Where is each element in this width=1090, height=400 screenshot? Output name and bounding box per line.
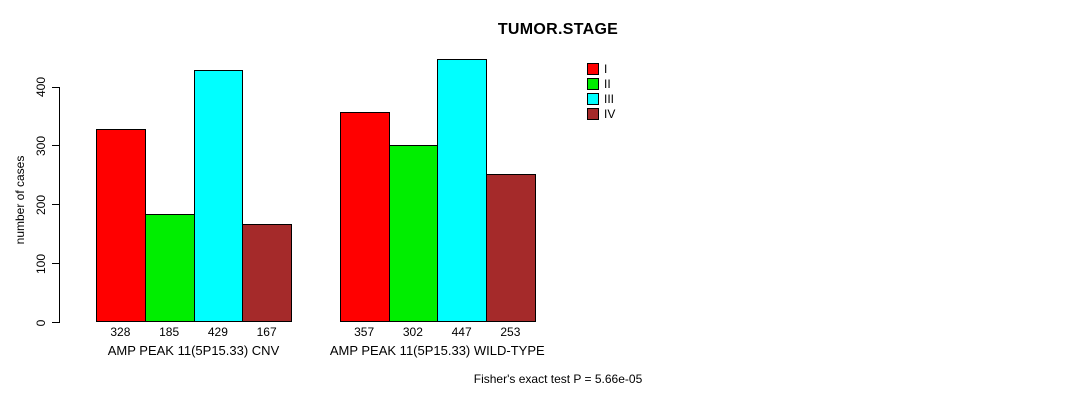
y-tick-mark xyxy=(52,145,59,147)
legend-item-i: I xyxy=(587,61,615,76)
legend-label: II xyxy=(604,76,611,91)
y-tick-mark xyxy=(52,263,59,265)
x-category-label: AMP PEAK 11(5P15.33) CNV xyxy=(107,343,280,358)
legend-item-iii: III xyxy=(587,91,615,106)
bar-amp-peak-11-5p15-33-wild-type-stage-i xyxy=(339,112,390,323)
y-tick-label: 200 xyxy=(34,194,48,215)
bar-value-label: 302 xyxy=(402,325,423,339)
y-tick-mark xyxy=(52,86,59,88)
bar-value-label: 185 xyxy=(159,325,180,339)
y-tick-label: 100 xyxy=(34,253,48,274)
legend-label: IV xyxy=(604,106,616,121)
bar-amp-peak-11-5p15-33-cnv-stage-ii xyxy=(144,213,195,323)
legend-label: III xyxy=(604,91,615,106)
bar-amp-peak-11-5p15-33-wild-type-stage-iv xyxy=(486,173,536,323)
y-tick-mark xyxy=(52,204,59,206)
x-category-label: AMP PEAK 11(5P15.33) WILD-TYPE xyxy=(329,343,545,358)
y-tick-mark xyxy=(52,322,59,323)
legend-swatch-i xyxy=(587,62,599,75)
bar-amp-peak-11-5p15-33-wild-type-stage-iii xyxy=(437,59,487,323)
stat-annotation: Fisher's exact test P = 5.66e-05 xyxy=(473,372,643,386)
y-axis-label: number of cases xyxy=(13,155,27,245)
bar-amp-peak-11-5p15-33-wild-type-stage-ii xyxy=(388,144,439,323)
legend-swatch-iii xyxy=(587,92,599,105)
y-axis-line xyxy=(59,87,60,323)
bar-amp-peak-11-5p15-33-cnv-stage-i xyxy=(96,129,146,323)
bar-value-label: 429 xyxy=(207,325,228,339)
legend-swatch-iv xyxy=(587,107,599,120)
bar-amp-peak-11-5p15-33-cnv-stage-iii xyxy=(193,69,244,323)
bar-value-label: 167 xyxy=(256,325,277,339)
bar-value-label: 328 xyxy=(110,325,131,339)
legend-item-iv: IV xyxy=(587,106,615,121)
legend-swatch-ii xyxy=(587,77,599,90)
legend: I II III IV xyxy=(587,61,615,121)
legend-item-ii: II xyxy=(587,76,615,91)
y-tick-label: 0 xyxy=(34,319,48,326)
bar-value-label: 447 xyxy=(451,325,472,339)
bar-value-label: 357 xyxy=(354,325,375,339)
chart-title: TUMOR.STAGE xyxy=(497,21,619,38)
bar-amp-peak-11-5p15-33-cnv-stage-iv xyxy=(242,224,292,323)
legend-label: I xyxy=(604,61,608,76)
bar-value-label: 253 xyxy=(500,325,521,339)
y-tick-label: 400 xyxy=(34,76,48,98)
y-tick-label: 300 xyxy=(34,135,48,156)
